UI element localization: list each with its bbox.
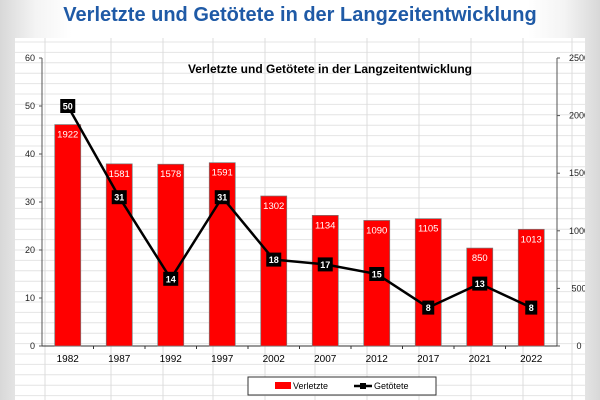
bar-value-label: 850 <box>472 253 488 264</box>
left-tick-label: 20 <box>25 245 35 255</box>
left-tick-label: 40 <box>25 149 35 159</box>
bar-value-label: 1302 <box>263 201 284 212</box>
line-point-marker <box>422 300 435 315</box>
line-point-label: 31 <box>114 193 124 203</box>
combo-chart: Verletzte und Getötete in der Langzeiten… <box>15 38 585 400</box>
line-point-label: 31 <box>217 193 227 203</box>
right-tick-label: 1500 <box>569 168 585 178</box>
line-point-label: 14 <box>166 274 176 284</box>
legend-label-verletzte: Verletzte <box>293 381 328 391</box>
right-tick-label: 1000 <box>569 226 585 236</box>
line-point-label: 17 <box>320 260 330 270</box>
bar-value-label: 1090 <box>366 225 387 236</box>
bar-value-label: 1134 <box>315 220 335 231</box>
bar <box>517 228 545 347</box>
line-point-marker <box>317 257 333 272</box>
x-tick-label: 2012 <box>366 354 389 365</box>
x-tick-label: 1992 <box>160 354 183 365</box>
x-tick-label: 1987 <box>108 354 131 365</box>
right-tick-label: 0 <box>576 341 581 351</box>
right-tick-label: 500 <box>571 283 585 293</box>
line-point-marker <box>525 300 538 315</box>
bar <box>311 215 339 347</box>
line-point-marker <box>163 271 179 286</box>
line-point-label: 13 <box>475 279 485 289</box>
bar <box>157 163 185 347</box>
line-point-label: 8 <box>426 303 431 313</box>
left-tick-label: 50 <box>25 101 35 111</box>
bar-value-label: 1591 <box>212 168 233 179</box>
line-point-marker <box>214 190 230 205</box>
left-tick-label: 10 <box>25 293 35 303</box>
bar <box>363 220 391 347</box>
legend: Verletzte Getötete <box>247 376 437 396</box>
bar-value-label: 1105 <box>418 224 438 235</box>
x-tick-label: 2022 <box>520 354 543 365</box>
left-tick-label: 0 <box>30 341 35 351</box>
line-point-label: 18 <box>269 255 279 265</box>
line-getoetete: 50 31 14 31 18 17 15 8 13 8 <box>60 99 538 315</box>
x-tick-label: 2002 <box>263 354 286 365</box>
bar-value-label: 1578 <box>160 169 181 180</box>
bar-value-label: 1581 <box>109 169 130 180</box>
bars-verletzte: 1922 1581 1578 1591 1302 1134 1090 1105 850 1013 <box>54 124 545 347</box>
legend-marker-getoetete <box>360 383 366 389</box>
x-tick-label: 2007 <box>314 354 337 365</box>
legend-swatch-verletzte <box>275 382 291 389</box>
x-tick-label: 2017 <box>417 354 440 365</box>
right-tick-label: 2500 <box>569 53 585 63</box>
right-tick-label: 2000 <box>569 111 585 121</box>
bar <box>466 247 494 347</box>
line-point-label: 50 <box>63 102 73 112</box>
bar-value-label: 1922 <box>57 130 78 141</box>
line-point-marker <box>111 190 127 205</box>
legend-box <box>247 376 437 396</box>
line-point-marker <box>60 99 76 113</box>
page-title: Verletzte und Getötete in der Langzeiten… <box>63 4 537 26</box>
x-tick-label: 1982 <box>57 354 80 365</box>
bar <box>414 218 442 347</box>
line-point-label: 8 <box>529 303 534 313</box>
legend-label-getoetete: Getötete <box>374 381 409 391</box>
line-point-marker <box>472 276 488 291</box>
line-point-marker <box>266 252 282 267</box>
bar-value-label: 1013 <box>521 234 542 245</box>
left-tick-label: 30 <box>25 197 35 207</box>
bar <box>260 195 288 347</box>
line-point-marker <box>369 267 385 281</box>
chart-title: Verletzte und Getötete in der Langzeiten… <box>188 62 472 76</box>
left-tick-label: 60 <box>25 53 35 63</box>
chart-area: Verletzte und Getötete in der Langzeiten… <box>15 38 585 400</box>
x-tick-label: 1997 <box>211 354 234 365</box>
bar <box>54 124 82 347</box>
line-point-label: 15 <box>372 270 382 280</box>
line-path <box>66 105 532 310</box>
x-tick-label: 2021 <box>469 354 492 365</box>
